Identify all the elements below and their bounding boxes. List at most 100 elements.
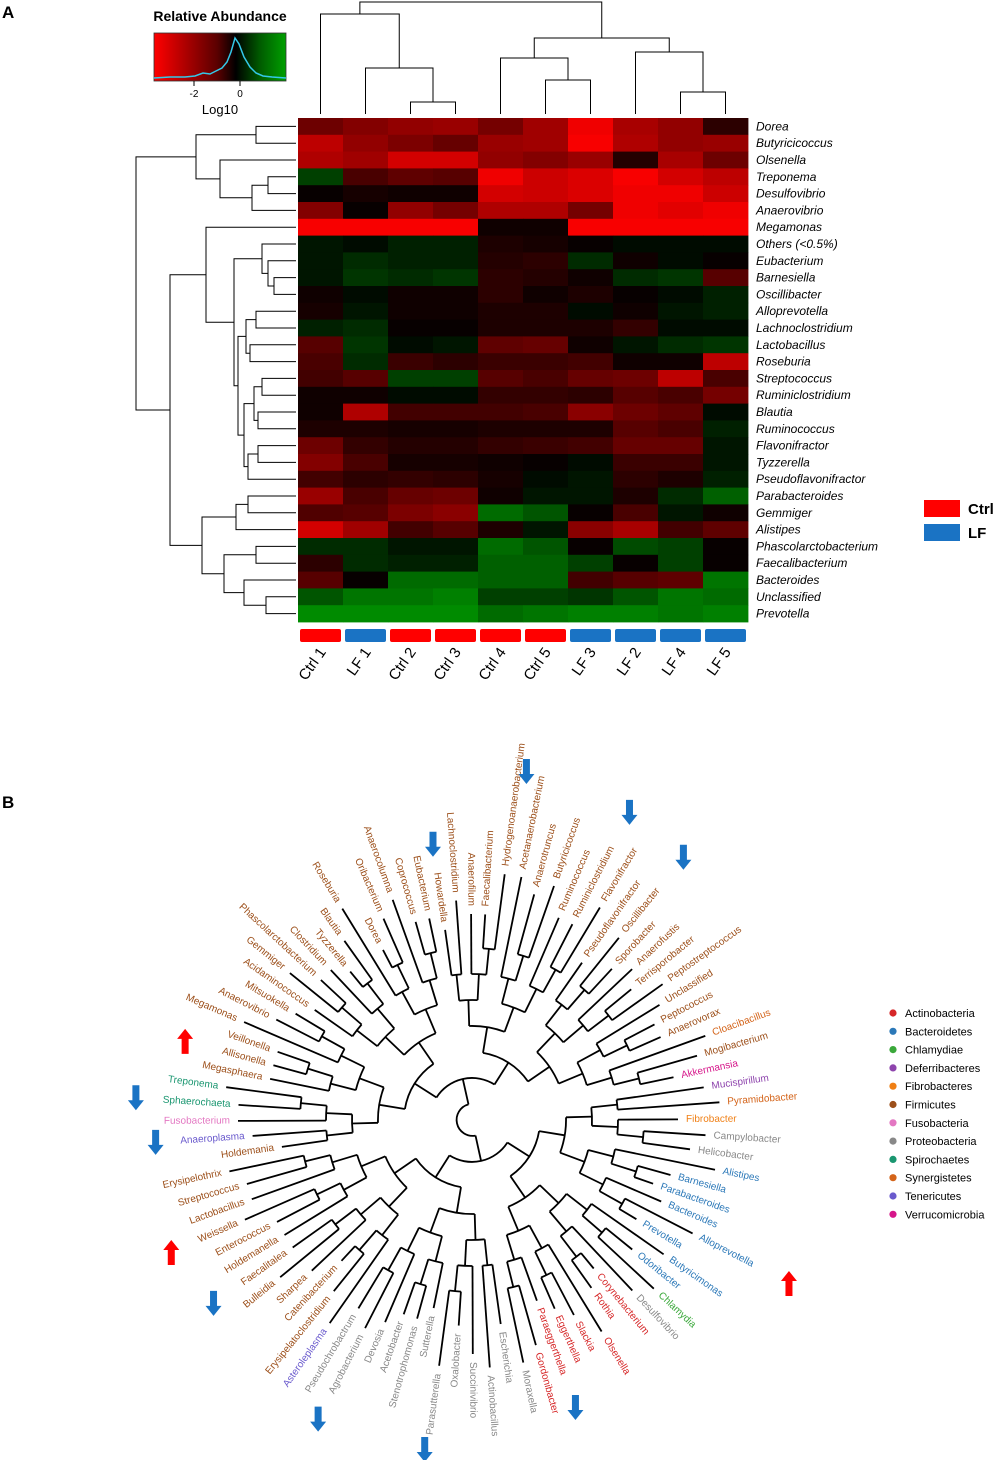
heatmap-cell — [388, 504, 434, 522]
tree-branch — [485, 948, 490, 975]
sample-label: Ctrl 5 — [520, 645, 554, 684]
tree-branch — [542, 969, 557, 993]
heatmap-cell — [298, 370, 344, 388]
heatmap-cell — [433, 252, 479, 270]
heatmap-cell — [703, 336, 749, 354]
tree-branch — [539, 1184, 560, 1204]
tree-branch — [275, 1018, 320, 1043]
heatmap-cell — [298, 605, 344, 623]
tree-branch — [359, 1077, 385, 1089]
phylum-legend-label: Tenericutes — [905, 1191, 962, 1203]
heatmap-cell — [523, 554, 569, 572]
heatmap-cell — [523, 487, 569, 505]
down-arrow-icon — [424, 831, 441, 857]
tree-branch — [548, 1210, 568, 1232]
tree-branch — [273, 1064, 307, 1076]
tree-arc — [376, 1027, 395, 1047]
genus-label: Tyzzerella — [756, 455, 810, 469]
heatmap-cell — [703, 605, 749, 623]
heatmap-cell — [523, 504, 569, 522]
tree-branch — [624, 1197, 694, 1235]
heatmap-cell — [613, 420, 659, 438]
tree-branch — [550, 1272, 575, 1316]
down-arrow-icon — [621, 799, 638, 825]
heatmap-cell — [568, 605, 614, 623]
tree-branch — [559, 907, 601, 974]
heatmap-cell — [478, 336, 524, 354]
tree-branch — [467, 1000, 471, 1027]
heatmap-cell — [343, 302, 389, 320]
heatmap-cell — [523, 134, 569, 152]
heatmap-cell — [523, 252, 569, 270]
tree-branch — [528, 1224, 543, 1249]
tree-branch — [576, 1049, 601, 1064]
heatmap-cell — [298, 571, 344, 589]
heatmap-cell — [523, 235, 569, 253]
heatmap-cell — [478, 353, 524, 371]
phylogenetic-tree — [226, 874, 720, 1368]
heatmap-cell — [703, 134, 749, 152]
heatmap-cell — [388, 487, 434, 505]
row-dendrogram — [135, 125, 296, 615]
heatmap-cell — [568, 538, 614, 556]
genus-label: Oscillibacter — [756, 287, 822, 301]
tree-branch — [538, 1130, 565, 1137]
row-dendrogram-branch — [255, 125, 296, 144]
heatmap-cell — [568, 134, 614, 152]
heatmap-cell — [658, 437, 704, 455]
tree-branch — [428, 918, 438, 952]
heatmap-cell — [343, 470, 389, 488]
tree-branch — [366, 982, 385, 1005]
heatmap-cell — [568, 118, 614, 136]
tree-branch — [464, 1239, 468, 1266]
genus-label: Barnesiella — [756, 271, 816, 285]
heatmap-cell — [703, 269, 749, 287]
group-bar — [300, 629, 341, 642]
tree-branch — [571, 1225, 633, 1292]
tree-branch — [595, 1004, 660, 1045]
heatmap-cell — [298, 487, 344, 505]
tree-labels: AkkermansiaMogibacteriumCloacibacillusAn… — [162, 743, 798, 1437]
tree-branch — [481, 1265, 491, 1368]
heatmap-cell — [568, 504, 614, 522]
tree-branch — [279, 1228, 340, 1278]
heatmap-cell — [388, 353, 434, 371]
heatmap-cell — [478, 403, 524, 421]
heatmap-cell — [703, 571, 749, 589]
tree-branch — [429, 952, 438, 979]
tree-branch — [540, 1277, 556, 1310]
genus-label: Parabacteroides — [756, 489, 843, 503]
heatmap-cell — [658, 286, 704, 304]
heatmap-cell — [658, 487, 704, 505]
heatmap-cell — [433, 538, 479, 556]
heatmap-cell — [568, 185, 614, 203]
heatmap-cell — [613, 386, 659, 404]
tree-branch — [536, 1032, 556, 1053]
row-dendrogram-branch — [267, 260, 296, 287]
heatmap-cell — [703, 386, 749, 404]
tree-branch — [518, 1285, 537, 1346]
heatmap-cell — [613, 319, 659, 337]
heatmap-cell — [298, 437, 344, 455]
heatmap-cell — [478, 454, 524, 472]
tree-branch — [491, 1264, 502, 1325]
heatmap-cell — [433, 521, 479, 539]
tree-branch — [506, 1261, 515, 1288]
heatmap-cell — [343, 151, 389, 169]
heatmap-cell — [523, 420, 569, 438]
tree-branch — [252, 1129, 327, 1137]
tree-branch — [307, 1067, 333, 1078]
tree-arc — [424, 950, 437, 956]
tree-branch — [611, 1162, 637, 1173]
heatmap-cell — [568, 286, 614, 304]
heatmap-cell — [298, 168, 344, 186]
heatmap-cell — [433, 269, 479, 287]
heatmap-cell — [478, 504, 524, 522]
tree-leaf-label: Helicobacter — [697, 1145, 754, 1163]
tree-branch — [520, 1257, 538, 1302]
tree-branch — [643, 1130, 706, 1137]
heatmap-cell — [568, 302, 614, 320]
heatmap-cell — [478, 269, 524, 287]
tree-branch — [438, 1290, 451, 1366]
